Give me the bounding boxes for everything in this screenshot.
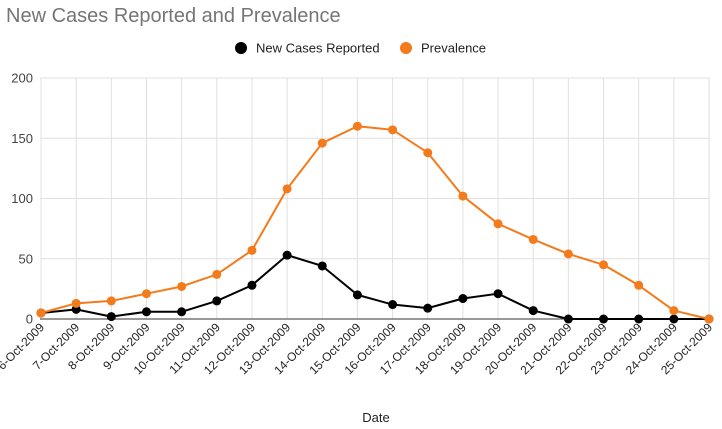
data-point-prevalence[interactable] [106,296,116,306]
series-lines [40,125,710,320]
legend-label-new-cases: New Cases Reported [256,41,380,56]
data-point-new-cases[interactable] [282,250,292,260]
data-point-prevalence[interactable] [317,138,327,148]
data-point-new-cases[interactable] [458,294,468,304]
series-points [36,121,714,324]
data-point-prevalence[interactable] [247,245,257,255]
data-point-new-cases[interactable] [352,290,362,300]
data-point-new-cases[interactable] [599,314,609,324]
data-point-prevalence[interactable] [141,289,151,299]
y-tick-label: 150 [11,131,33,146]
data-point-new-cases[interactable] [247,280,257,290]
data-point-prevalence[interactable] [599,260,609,270]
data-point-prevalence[interactable] [352,121,362,131]
data-point-new-cases[interactable] [212,296,222,306]
data-point-new-cases[interactable] [423,303,433,313]
data-point-new-cases[interactable] [528,306,538,316]
gridlines [40,77,710,319]
y-tick-label: 100 [11,191,33,206]
data-point-prevalence[interactable] [704,314,714,324]
x-axis-ticks: 6-Oct-20097-Oct-20098-Oct-20099-Oct-2009… [0,320,715,377]
data-point-prevalence[interactable] [634,280,644,290]
data-point-prevalence[interactable] [388,125,398,135]
y-tick-label: 0 [26,312,33,327]
legend-item-new-cases[interactable]: New Cases Reported [235,41,380,56]
y-tick-label: 50 [19,251,33,266]
data-point-new-cases[interactable] [634,314,644,324]
data-point-new-cases[interactable] [141,307,151,317]
data-point-new-cases[interactable] [106,312,116,322]
data-point-prevalence[interactable] [423,148,433,158]
chart-title: New Cases Reported and Prevalence [6,5,341,27]
series-line-new-cases [40,254,709,320]
data-point-new-cases[interactable] [177,307,187,317]
data-point-prevalence[interactable] [36,308,46,318]
series-line-prevalence [40,125,710,320]
data-point-prevalence[interactable] [563,249,573,259]
data-point-prevalence[interactable] [669,306,679,316]
legend-label-prevalence: Prevalence [421,41,486,56]
data-point-new-cases[interactable] [669,314,679,324]
legend-item-prevalence[interactable]: Prevalence [400,41,486,56]
data-point-prevalence[interactable] [71,298,81,308]
x-axis-label: Date [362,410,389,425]
data-point-prevalence[interactable] [458,191,468,201]
y-tick-label: 200 [11,71,33,86]
y-axis-ticks: 0 50 100 150 200 [11,71,33,327]
data-point-prevalence[interactable] [282,184,292,194]
data-point-prevalence[interactable] [493,219,503,229]
legend-marker-prevalence [400,42,412,54]
data-point-new-cases[interactable] [493,289,503,299]
data-point-new-cases[interactable] [388,300,398,310]
data-point-new-cases[interactable] [563,314,573,324]
data-point-prevalence[interactable] [528,234,538,244]
data-point-prevalence[interactable] [212,269,222,279]
data-point-new-cases[interactable] [317,261,327,271]
legend: New Cases Reported Prevalence [235,41,486,56]
legend-marker-new-cases [235,42,247,54]
data-point-prevalence[interactable] [177,281,187,291]
